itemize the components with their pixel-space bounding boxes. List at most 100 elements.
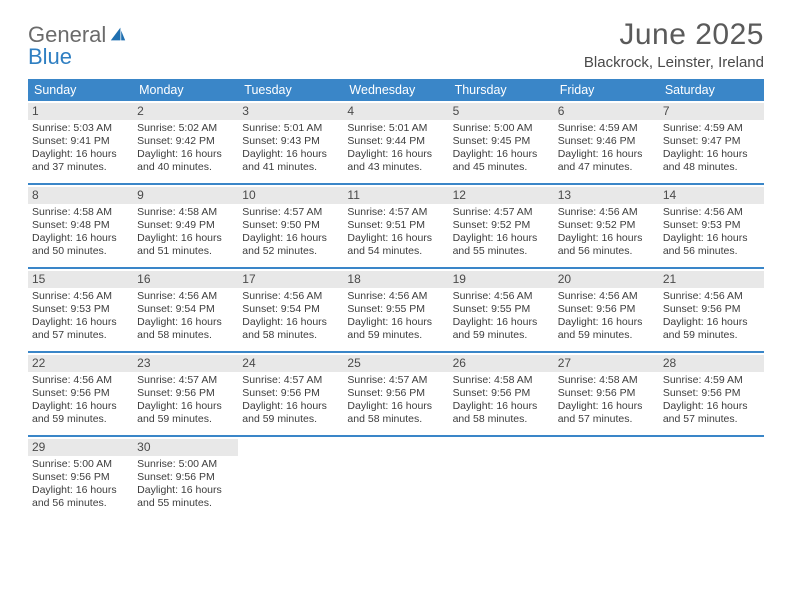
dow-sunday: Sunday bbox=[28, 79, 133, 101]
day-number: 4 bbox=[343, 103, 448, 120]
day-number: 20 bbox=[554, 271, 659, 288]
day-number: 15 bbox=[28, 271, 133, 288]
daylight-line: Daylight: 16 hours bbox=[32, 400, 129, 413]
day-number: 23 bbox=[133, 355, 238, 372]
calendar-page: GeneralBlue June 2025 Blackrock, Leinste… bbox=[0, 0, 792, 529]
week-row: 8Sunrise: 4:58 AMSunset: 9:48 PMDaylight… bbox=[28, 185, 764, 269]
day-cell: 15Sunrise: 4:56 AMSunset: 9:53 PMDayligh… bbox=[28, 269, 133, 351]
daylight-line: and 59 minutes. bbox=[137, 413, 234, 426]
logo-word2: Blue bbox=[28, 44, 72, 69]
day-number: 13 bbox=[554, 187, 659, 204]
sunrise-line: Sunrise: 5:01 AM bbox=[347, 122, 444, 135]
daylight-line: Daylight: 16 hours bbox=[137, 400, 234, 413]
day-number: 8 bbox=[28, 187, 133, 204]
sunrise-line: Sunrise: 4:56 AM bbox=[663, 206, 760, 219]
sunset-line: Sunset: 9:56 PM bbox=[137, 387, 234, 400]
dow-wednesday: Wednesday bbox=[343, 79, 448, 101]
day-cell: 28Sunrise: 4:59 AMSunset: 9:56 PMDayligh… bbox=[659, 353, 764, 435]
daylight-line: and 58 minutes. bbox=[137, 329, 234, 342]
day-number: 29 bbox=[28, 439, 133, 456]
day-cell: 18Sunrise: 4:56 AMSunset: 9:55 PMDayligh… bbox=[343, 269, 448, 351]
day-cell: 30Sunrise: 5:00 AMSunset: 9:56 PMDayligh… bbox=[133, 437, 238, 519]
day-number: 7 bbox=[659, 103, 764, 120]
daylight-line: and 48 minutes. bbox=[663, 161, 760, 174]
sunset-line: Sunset: 9:46 PM bbox=[558, 135, 655, 148]
sunset-line: Sunset: 9:54 PM bbox=[137, 303, 234, 316]
day-cell: 4Sunrise: 5:01 AMSunset: 9:44 PMDaylight… bbox=[343, 101, 448, 183]
day-number: 21 bbox=[659, 271, 764, 288]
day-number: 25 bbox=[343, 355, 448, 372]
sunrise-line: Sunrise: 4:56 AM bbox=[347, 290, 444, 303]
daylight-line: and 41 minutes. bbox=[242, 161, 339, 174]
daylight-line: and 59 minutes. bbox=[453, 329, 550, 342]
day-of-week-row: SundayMondayTuesdayWednesdayThursdayFrid… bbox=[28, 79, 764, 101]
day-cell: 6Sunrise: 4:59 AMSunset: 9:46 PMDaylight… bbox=[554, 101, 659, 183]
daylight-line: Daylight: 16 hours bbox=[347, 232, 444, 245]
daylight-line: Daylight: 16 hours bbox=[137, 316, 234, 329]
daylight-line: and 54 minutes. bbox=[347, 245, 444, 258]
daylight-line: Daylight: 16 hours bbox=[558, 316, 655, 329]
day-cell: 29Sunrise: 5:00 AMSunset: 9:56 PMDayligh… bbox=[28, 437, 133, 519]
day-cell: 2Sunrise: 5:02 AMSunset: 9:42 PMDaylight… bbox=[133, 101, 238, 183]
daylight-line: and 59 minutes. bbox=[32, 413, 129, 426]
day-cell: 13 Sunrise: 4:56 AMSunset: 9:52 PMDayligh… bbox=[554, 185, 659, 267]
sunrise-line: Sunrise: 4:57 AM bbox=[347, 374, 444, 387]
day-number: 2 bbox=[133, 103, 238, 120]
day-cell: 23Sunrise: 4:57 AMSunset: 9:56 PMDayligh… bbox=[133, 353, 238, 435]
sunset-line: Sunset: 9:56 PM bbox=[453, 387, 550, 400]
daylight-line: Daylight: 16 hours bbox=[242, 400, 339, 413]
daylight-line: and 43 minutes. bbox=[347, 161, 444, 174]
daylight-line: Daylight: 16 hours bbox=[558, 232, 655, 245]
dow-tuesday: Tuesday bbox=[238, 79, 343, 101]
sunset-line: Sunset: 9:43 PM bbox=[242, 135, 339, 148]
empty-cell bbox=[449, 437, 554, 519]
sunrise-line: Sunrise: 4:57 AM bbox=[242, 206, 339, 219]
sunset-line: Sunset: 9:56 PM bbox=[558, 303, 655, 316]
day-cell: 16Sunrise: 4:56 AMSunset: 9:54 PMDayligh… bbox=[133, 269, 238, 351]
sunset-line: Sunset: 9:47 PM bbox=[663, 135, 760, 148]
sunset-line: Sunset: 9:56 PM bbox=[558, 387, 655, 400]
day-number: 22 bbox=[28, 355, 133, 372]
daylight-line: and 58 minutes. bbox=[347, 413, 444, 426]
sunset-line: Sunset: 9:56 PM bbox=[242, 387, 339, 400]
day-cell: 26Sunrise: 4:58 AMSunset: 9:56 PMDayligh… bbox=[449, 353, 554, 435]
daylight-line: and 59 minutes. bbox=[663, 329, 760, 342]
sunset-line: Sunset: 9:53 PM bbox=[32, 303, 129, 316]
day-number: 26 bbox=[449, 355, 554, 372]
sunrise-line: Sunrise: 4:59 AM bbox=[663, 374, 760, 387]
daylight-line: Daylight: 16 hours bbox=[32, 316, 129, 329]
empty-cell bbox=[659, 437, 764, 519]
day-number: 6 bbox=[554, 103, 659, 120]
day-cell: 25Sunrise: 4:57 AMSunset: 9:56 PMDayligh… bbox=[343, 353, 448, 435]
day-number: 10 bbox=[238, 187, 343, 204]
day-number: 12 bbox=[449, 187, 554, 204]
daylight-line: Daylight: 16 hours bbox=[242, 148, 339, 161]
day-cell: 14Sunrise: 4:56 AMSunset: 9:53 PMDayligh… bbox=[659, 185, 764, 267]
sunrise-line: Sunrise: 5:03 AM bbox=[32, 122, 129, 135]
sunset-line: Sunset: 9:42 PM bbox=[137, 135, 234, 148]
daylight-line: Daylight: 16 hours bbox=[453, 316, 550, 329]
sunset-line: Sunset: 9:44 PM bbox=[347, 135, 444, 148]
day-cell: 17Sunrise: 4:56 AMSunset: 9:54 PMDayligh… bbox=[238, 269, 343, 351]
daylight-line: and 57 minutes. bbox=[558, 413, 655, 426]
sunrise-line: Sunrise: 4:57 AM bbox=[347, 206, 444, 219]
day-number: 5 bbox=[449, 103, 554, 120]
sunrise-line: Sunrise: 4:58 AM bbox=[32, 206, 129, 219]
day-number: 24 bbox=[238, 355, 343, 372]
sunset-line: Sunset: 9:56 PM bbox=[663, 387, 760, 400]
daylight-line: Daylight: 16 hours bbox=[32, 148, 129, 161]
day-number: 9 bbox=[133, 187, 238, 204]
sunrise-line: Sunrise: 4:56 AM bbox=[558, 206, 655, 219]
sunset-line: Sunset: 9:52 PM bbox=[453, 219, 550, 232]
empty-cell bbox=[554, 437, 659, 519]
dow-friday: Friday bbox=[554, 79, 659, 101]
sunset-line: Sunset: 9:41 PM bbox=[32, 135, 129, 148]
dow-saturday: Saturday bbox=[659, 79, 764, 101]
day-number: 30 bbox=[133, 439, 238, 456]
location: Blackrock, Leinster, Ireland bbox=[584, 54, 764, 71]
day-number: 3 bbox=[238, 103, 343, 120]
sail-icon bbox=[108, 24, 128, 46]
daylight-line: Daylight: 16 hours bbox=[663, 232, 760, 245]
day-cell: 12Sunrise: 4:57 AMSunset: 9:52 PMDayligh… bbox=[449, 185, 554, 267]
sunset-line: Sunset: 9:52 PM bbox=[558, 219, 655, 232]
